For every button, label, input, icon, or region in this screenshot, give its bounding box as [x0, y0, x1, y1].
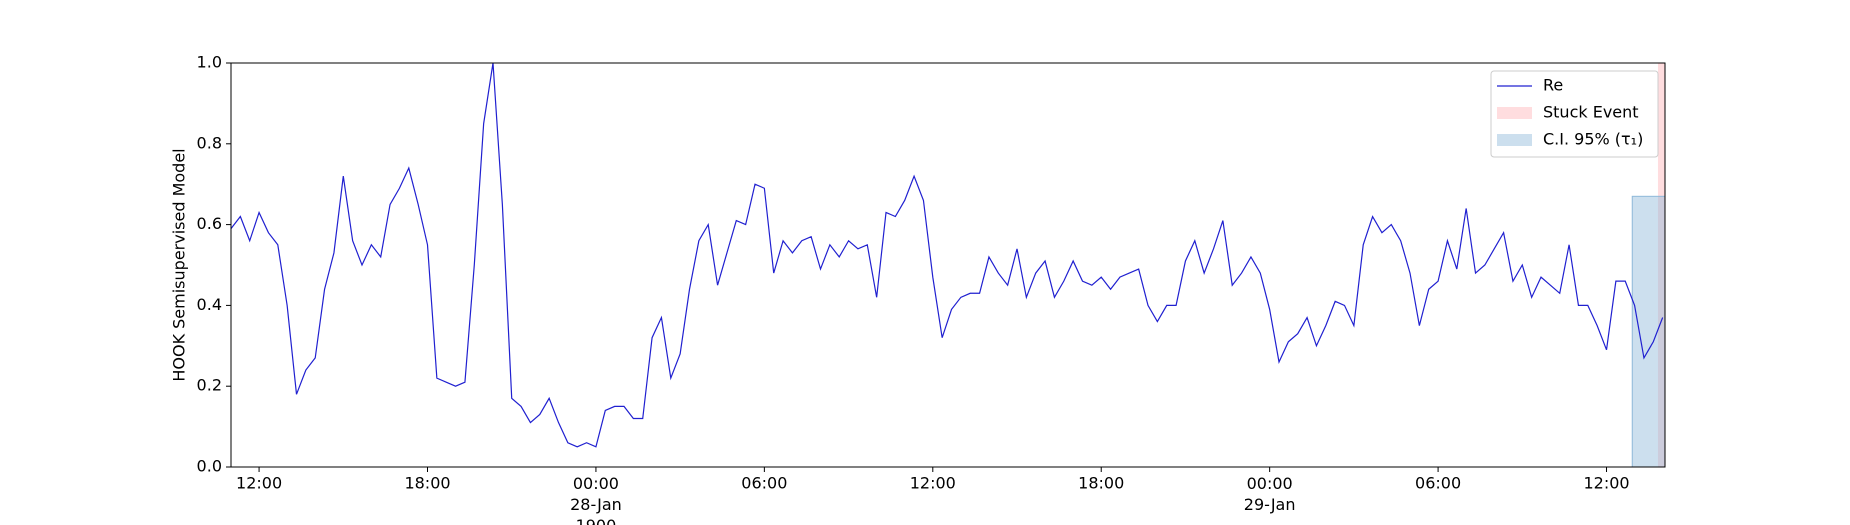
legend-box	[1490, 70, 1659, 158]
x-tick-label: 00:00 28-Jan 1900	[570, 474, 622, 525]
plot-frame	[230, 62, 1666, 468]
legend-label: C.I. 95% (τ₁)	[1543, 130, 1643, 149]
x-tick-label: 12:00	[1583, 474, 1629, 493]
y-axis-label: HOOK Semisupervised Model	[170, 148, 189, 381]
span	[1657, 63, 1665, 467]
y-tick-label: 0.0	[197, 457, 222, 476]
line	[230, 62, 1664, 448]
y-tick-label: 0.2	[197, 376, 222, 395]
x-tick-label: 12:00	[236, 474, 282, 493]
x-tick-label: 18:00	[1078, 474, 1124, 493]
x-tick-label: 12:00	[910, 474, 956, 493]
x-tick-label: 00:00 29-Jan	[1244, 474, 1296, 514]
legend-patch	[1497, 107, 1532, 119]
legend-label: Stuck Event	[1543, 103, 1639, 122]
y-tick-label: 0.4	[197, 295, 222, 314]
legend-patch	[1497, 134, 1532, 146]
x-tick-label: 18:00	[404, 474, 450, 493]
y-tick-label: 0.6	[197, 214, 222, 233]
legend-label: Re	[1543, 76, 1563, 95]
x-tick-label: 06:00	[741, 474, 787, 493]
span	[1631, 195, 1666, 468]
y-tick-label: 0.8	[197, 133, 222, 152]
y-tick-label: 1.0	[197, 53, 222, 72]
x-tick-label: 06:00	[1415, 474, 1461, 493]
